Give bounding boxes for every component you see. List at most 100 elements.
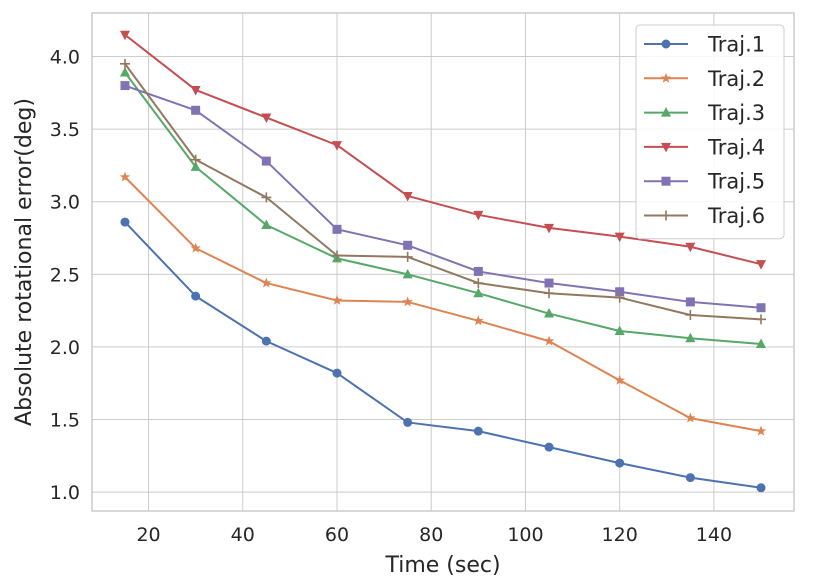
series-6 xyxy=(119,58,767,325)
series-line xyxy=(124,63,762,321)
data-point xyxy=(120,81,130,91)
legend-item: Traj.1 xyxy=(644,33,765,57)
legend-label: Traj.3 xyxy=(707,101,765,125)
series-line xyxy=(124,221,762,489)
legend-marker xyxy=(660,72,672,83)
data-point xyxy=(261,192,272,203)
y-tick-label: 4.0 xyxy=(50,47,80,69)
data-point xyxy=(685,297,695,307)
series-group xyxy=(119,30,767,493)
data-point xyxy=(331,250,342,261)
y-tick-label: 2.0 xyxy=(50,337,80,359)
series-line xyxy=(124,33,762,266)
data-point xyxy=(191,105,201,115)
series-2 xyxy=(119,171,767,436)
legend-label: Traj.1 xyxy=(707,33,765,57)
data-point xyxy=(332,368,342,378)
data-point xyxy=(685,309,696,320)
data-point xyxy=(615,287,625,297)
data-point xyxy=(402,191,413,202)
data-point xyxy=(614,232,625,243)
data-point xyxy=(614,292,625,303)
legend-label: Traj.4 xyxy=(707,135,765,159)
y-tick-label: 3.0 xyxy=(50,192,80,214)
data-point xyxy=(190,161,201,171)
data-point xyxy=(261,277,272,288)
data-point xyxy=(473,266,483,276)
data-point xyxy=(119,67,130,77)
legend-label: Traj.5 xyxy=(707,170,765,194)
x-tick-label: 100 xyxy=(507,524,543,546)
x-tick-label: 80 xyxy=(419,524,443,546)
data-point xyxy=(614,374,625,385)
data-point xyxy=(544,288,555,299)
data-point xyxy=(614,325,625,335)
y-tick-label: 2.5 xyxy=(50,264,80,286)
data-point xyxy=(685,412,696,423)
x-tick-label: 120 xyxy=(602,524,638,546)
data-point xyxy=(473,278,484,289)
legend-marker xyxy=(661,176,671,186)
data-point xyxy=(261,156,271,166)
data-point xyxy=(119,171,131,182)
x-tick-label: 60 xyxy=(325,524,349,546)
data-point xyxy=(756,483,766,493)
x-tick-label: 20 xyxy=(136,524,160,546)
data-point xyxy=(119,58,130,69)
legend-marker xyxy=(661,39,671,49)
legend-label: Traj.6 xyxy=(707,204,765,228)
data-point xyxy=(261,219,272,229)
series-4 xyxy=(119,30,767,270)
data-point xyxy=(190,154,201,165)
legend-item: Traj.2 xyxy=(644,67,765,91)
legend-item: Traj.5 xyxy=(644,170,765,194)
data-point xyxy=(190,85,201,96)
data-point xyxy=(473,315,484,326)
tick-labels: 20 40 60 80 100 120 140 1.0 1.5 2.0 2.5 3.0 3.5 4.0 xyxy=(50,47,732,546)
legend-item: Traj.6 xyxy=(644,204,765,228)
data-point xyxy=(473,287,484,298)
legend-marker xyxy=(661,210,671,221)
legend-marker xyxy=(661,107,671,117)
data-point xyxy=(473,210,484,221)
data-point xyxy=(331,294,343,305)
data-point xyxy=(191,291,201,301)
legend-item: Traj.3 xyxy=(644,101,765,125)
series-line xyxy=(124,84,762,309)
data-point xyxy=(120,217,130,227)
series-line xyxy=(124,71,762,346)
data-point xyxy=(119,30,130,41)
data-point xyxy=(756,303,766,313)
series-3 xyxy=(119,67,767,349)
data-point xyxy=(544,442,554,452)
data-point xyxy=(331,141,342,151)
y-tick-label: 1.5 xyxy=(50,410,80,432)
legend-marker xyxy=(661,142,671,153)
data-point xyxy=(685,473,695,483)
data-point xyxy=(615,458,625,468)
y-tick-label: 3.5 xyxy=(50,119,80,141)
data-point xyxy=(685,242,696,253)
data-point xyxy=(190,242,201,253)
y-axis-title: Absolute rotational error(deg) xyxy=(12,98,37,426)
series-5 xyxy=(120,81,766,313)
plot-frame xyxy=(91,12,795,512)
x-tick-label: 140 xyxy=(696,524,732,546)
y-tick-label: 1.0 xyxy=(50,482,80,504)
data-point xyxy=(544,278,554,288)
data-point xyxy=(332,224,342,234)
series-1 xyxy=(120,217,766,493)
x-axis-title: Time (sec) xyxy=(384,553,500,578)
data-point xyxy=(756,260,767,270)
data-point xyxy=(544,308,555,318)
data-point xyxy=(544,223,555,234)
data-point xyxy=(403,240,413,250)
x-tick-label: 40 xyxy=(231,524,255,546)
data-point xyxy=(473,426,483,436)
legend: Traj.1 Traj.2 Traj.3 Traj.4 Traj.5 Traj.6 xyxy=(635,24,785,240)
data-point xyxy=(756,338,767,349)
data-point xyxy=(261,113,272,124)
data-point xyxy=(403,417,413,427)
data-point xyxy=(543,335,555,346)
